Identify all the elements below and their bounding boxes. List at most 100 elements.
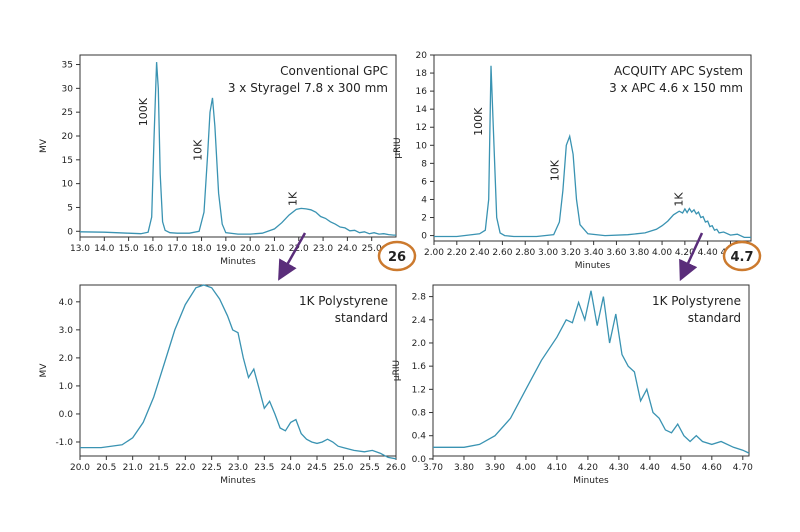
x-tick-label: 20.0 <box>240 244 260 254</box>
y-tick-label: 0.0 <box>59 410 74 420</box>
x-tick-label: 22.5 <box>202 463 222 473</box>
y-tick-label: 2.8 <box>412 293 427 303</box>
x-axis-label: Minutes <box>573 476 609 486</box>
y-tick-label: 2.0 <box>59 354 74 364</box>
x-tick-label: 3.80 <box>629 248 649 258</box>
y-axis-label: µRIU <box>393 137 403 158</box>
x-tick-label: 2.60 <box>492 248 512 258</box>
peak-label: 1K <box>673 192 686 207</box>
chart-panel-bl: 20.0 20.5 21.0 21.5 22.0 22.5 23.0 23.5 24.0 24.5… <box>39 284 406 486</box>
x-tick-label: 18.0 <box>192 244 212 254</box>
y-tick-label: 14 <box>416 105 428 115</box>
x-tick-label: 3.90 <box>485 463 505 473</box>
y-tick-label: 10 <box>62 180 74 190</box>
x-tick-label: 25.0 <box>333 463 353 473</box>
annotation-line: 3 x APC 4.6 x 150 mm <box>609 81 743 95</box>
x-axis-label: Minutes <box>575 261 611 271</box>
x-tick-label: 23.0 <box>313 244 333 254</box>
x-tick-label: 20.0 <box>70 463 90 473</box>
series-line <box>434 65 751 239</box>
x-tick-label: 15.0 <box>119 244 139 254</box>
x-tick-label: 4.70 <box>733 463 753 473</box>
plot-frame <box>433 54 752 242</box>
callout-ring <box>722 240 762 272</box>
x-tick-label: 3.80 <box>454 463 474 473</box>
x-tick-label: 4.40 <box>640 463 660 473</box>
x-tick-label: 13.0 <box>70 244 90 254</box>
x-tick-label: 22.0 <box>289 244 309 254</box>
x-tick-label: 24.0 <box>337 244 357 254</box>
x-tick-label: 4.20 <box>675 248 695 258</box>
x-tick-label: 24.0 <box>281 463 301 473</box>
x-tick-label: 21.0 <box>264 244 284 254</box>
x-tick-label: 23.0 <box>228 463 248 473</box>
annotation-line: standard <box>335 311 388 325</box>
series-line <box>433 290 750 454</box>
y-tick-label: 1.6 <box>412 362 427 372</box>
x-tick-label: 4.20 <box>578 463 598 473</box>
chart-panel-tr: 2.00 2.20 2.40 2.60 2.80 3.00 3.20 3.40 3.60 3.80… <box>393 51 762 272</box>
x-tick-label: 21.5 <box>149 463 169 473</box>
y-axis-label: MV <box>39 138 49 153</box>
x-tick-label: 25.0 <box>362 244 382 254</box>
peak-label: 10K <box>548 159 561 181</box>
x-tick-label: 21.0 <box>123 463 143 473</box>
y-tick-label: 25 <box>62 108 73 118</box>
x-tick-label: 19.0 <box>216 244 236 254</box>
annotation-line: 1K Polystyrene <box>299 294 388 308</box>
annotation-line: Conventional GPC <box>280 64 388 78</box>
y-tick-label: 3.0 <box>59 326 74 336</box>
x-tick-label: 24.5 <box>307 463 327 473</box>
x-tick-label: 4.60 <box>702 463 722 473</box>
y-tick-label: 0 <box>421 232 427 242</box>
x-tick-label: 16.0 <box>143 244 163 254</box>
x-tick-label: 4.10 <box>547 463 567 473</box>
callout-ring <box>377 240 417 272</box>
x-tick-label: 3.00 <box>538 248 558 258</box>
y-tick-label: 2.4 <box>412 316 427 326</box>
y-tick-label: 0.4 <box>412 432 427 442</box>
y-tick-label: 30 <box>62 84 74 94</box>
x-tick-label: 2.20 <box>447 248 467 258</box>
x-tick-label: 3.20 <box>561 248 581 258</box>
y-tick-label: 2.0 <box>412 339 427 349</box>
annotation-line: ACQUITY APC System <box>614 64 743 78</box>
x-axis-label: Minutes <box>220 476 256 486</box>
y-tick-label: 0.0 <box>412 455 427 465</box>
y-tick-label: 2 <box>421 214 427 224</box>
y-tick-label: 18 <box>416 69 428 79</box>
chart-panel-br: 3.70 3.80 3.90 4.00 4.10 4.20 4.30 4.40 4.50 4.60… <box>392 284 753 486</box>
y-tick-label: 8 <box>421 159 427 169</box>
y-tick-label: 35 <box>62 61 73 71</box>
x-tick-label: 14.0 <box>94 244 114 254</box>
annotation-line: 3 x Styragel 7.8 x 300 mm <box>228 81 388 95</box>
peak-label: 10K <box>192 139 205 161</box>
y-tick-label: 10 <box>416 141 428 151</box>
series-line <box>80 284 397 460</box>
x-tick-label: 3.70 <box>423 463 443 473</box>
y-tick-label: 6 <box>421 177 427 187</box>
y-tick-label: -1.0 <box>55 438 73 448</box>
zoom-arrow-left <box>278 232 307 281</box>
y-tick-label: 12 <box>416 123 427 133</box>
x-tick-label: 2.00 <box>424 248 444 258</box>
plot-frame <box>432 284 750 457</box>
series-line <box>79 62 396 236</box>
x-tick-label: 22.0 <box>175 463 195 473</box>
zoom-arrow-right <box>679 232 704 282</box>
chart-panel-tl: 13.0 14.0 15.0 16.0 17.0 18.0 19.0 20.0 21.0 22.0… <box>39 54 417 272</box>
peak-label: 100K <box>472 107 485 136</box>
x-tick-label: 2.40 <box>470 248 490 258</box>
y-tick-label: 20 <box>62 132 74 142</box>
x-tick-label: 17.0 <box>167 244 187 254</box>
x-tick-label: 4.40 <box>698 248 718 258</box>
peak-label: 1K <box>286 191 299 206</box>
callout-value: 4.7 <box>730 250 753 265</box>
x-tick-label: 20.5 <box>96 463 116 473</box>
x-tick-label: 3.60 <box>606 248 626 258</box>
annotation-line: standard <box>688 311 741 325</box>
y-tick-label: 4.0 <box>59 298 74 308</box>
y-tick-label: 4 <box>421 195 427 205</box>
x-tick-label: 4.00 <box>652 248 672 258</box>
x-tick-label: 4.50 <box>671 463 691 473</box>
